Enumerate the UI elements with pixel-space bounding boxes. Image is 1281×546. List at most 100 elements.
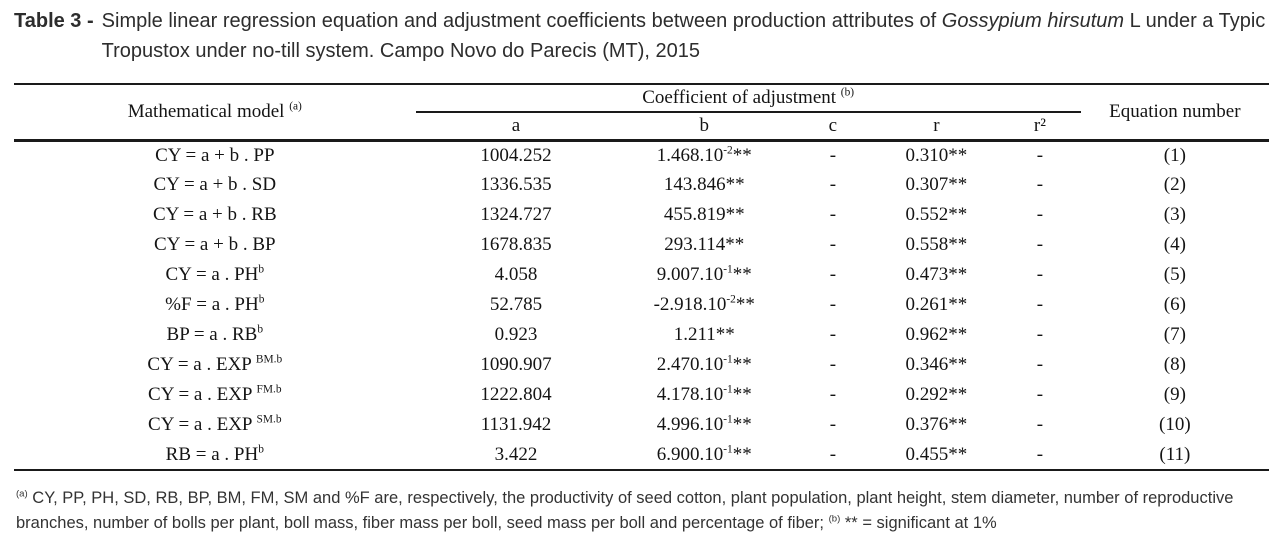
coef-b-text: 2.470.10	[656, 354, 724, 375]
model-cell: %F = a . PHb	[14, 290, 416, 320]
subheader-a: a	[511, 114, 521, 136]
model-cell: BP = a . RBb	[14, 320, 416, 350]
coef-r2-cell: -	[1036, 443, 1044, 465]
coef-r2-cell: -	[1036, 354, 1044, 375]
regression-table: Mathematical model (a) Coefficient of ad…	[14, 83, 1269, 471]
coef-r-cell: 0.962**	[905, 324, 968, 345]
coef-b-cell: 455.819**	[616, 200, 792, 230]
model-text: CY = a + b . BP	[154, 234, 276, 255]
table-body: CY = a + b . PP 1004.252 1.468.10-2** - …	[14, 140, 1269, 470]
coef-b-significance: **	[725, 204, 745, 225]
caption-text-start: Simple linear regression equation and ad…	[101, 10, 942, 32]
model-sup: SM.b	[256, 413, 282, 426]
table-caption-label: Table 3 -	[14, 10, 94, 32]
table-caption-text: Simple linear regression equation and ad…	[102, 6, 1269, 66]
coef-a-cell: 4.058	[494, 264, 538, 285]
header-group-footnote-marker: (b)	[840, 86, 855, 99]
coef-b-cell: 293.114**	[616, 230, 792, 260]
coef-r-cell: 0.473**	[905, 264, 968, 285]
model-sup: b	[258, 293, 265, 306]
table-row: CY = a + b . PP 1004.252 1.468.10-2** - …	[14, 140, 1269, 170]
coef-b-significance: **	[732, 144, 752, 166]
header-coefficient-group: Coefficient of adjustment (b)	[415, 84, 1081, 113]
coef-c-cell: -	[829, 174, 837, 195]
coef-b-significance: **	[725, 234, 745, 255]
table-row: RB = a . PHb 3.422 6.900.10-1** - 0.455*…	[14, 440, 1269, 470]
coef-a-cell: 1336.535	[480, 174, 552, 195]
table-header: Mathematical model (a) Coefficient of ad…	[14, 84, 1269, 140]
coef-r-cell: 0.261**	[905, 294, 968, 315]
equation-number-cell: (5)	[1163, 264, 1186, 285]
coef-b-exponent: -1	[723, 413, 733, 426]
equation-number-cell: (10)	[1159, 414, 1191, 435]
equation-number-cell: (7)	[1163, 324, 1186, 345]
coef-a-cell: 1222.804	[480, 384, 552, 405]
coef-r-cell: 0.376**	[905, 414, 968, 435]
equation-number-cell: (9)	[1163, 384, 1186, 405]
caption-species-italic: Gossypium hirsutum	[941, 10, 1125, 32]
table-row: CY = a . PHb 4.058 9.007.10-1** - 0.473*…	[14, 260, 1269, 290]
footnote-marker-a: (a)	[16, 488, 28, 500]
equation-number-cell: (3)	[1163, 204, 1186, 225]
coef-a-cell: 1324.727	[480, 204, 552, 225]
coef-r2-cell: -	[1036, 174, 1044, 195]
model-text: CY = a + b . RB	[152, 204, 277, 225]
model-cell: CY = a + b . RB	[14, 200, 416, 230]
coef-b-text: 6.900.10	[656, 443, 724, 465]
model-text: CY = a . EXP	[147, 354, 256, 375]
model-text: %F = a . PH	[165, 294, 259, 315]
coef-c-cell: -	[829, 354, 837, 375]
coef-r-cell: 0.558**	[905, 234, 968, 255]
coef-r-cell: 0.307**	[905, 174, 968, 195]
header-mathematical-model: Mathematical model (a)	[14, 84, 416, 140]
footnote-text-a: CY, PP, PH, SD, RB, BP, BM, FM, SM and %…	[16, 489, 1234, 532]
coef-c-cell: -	[829, 204, 837, 225]
model-cell: CY = a + b . SD	[14, 170, 416, 200]
coef-b-cell: 1.211**	[616, 320, 792, 350]
table-row: CY = a + b . BP 1678.835 293.114** - 0.5…	[14, 230, 1269, 260]
table-row: CY = a + b . RB 1324.727 455.819** - 0.5…	[14, 200, 1269, 230]
model-cell: CY = a . PHb	[14, 260, 416, 290]
coef-a-cell: 1004.252	[480, 144, 552, 166]
coef-r2-cell: -	[1036, 294, 1044, 315]
header-model-footnote-marker: (a)	[289, 100, 302, 113]
coef-c-cell: -	[829, 144, 837, 166]
model-sup: b	[258, 263, 265, 276]
coef-b-text: -2.918.10	[653, 294, 727, 315]
coef-r2-cell: -	[1036, 204, 1044, 225]
coef-r2-cell: -	[1036, 384, 1044, 405]
coef-b-cell: -2.918.10-2**	[616, 290, 792, 320]
header-equation-number: Equation number	[1109, 100, 1241, 122]
table-row: CY = a . EXP BM.b 1090.907 2.470.10-1** …	[14, 350, 1269, 380]
coef-b-cell: 1.468.10-2**	[616, 140, 792, 170]
coef-b-text: 293.114	[664, 234, 726, 255]
model-cell: CY = a + b . PP	[14, 140, 416, 170]
coef-b-text: 4.996.10	[656, 414, 724, 435]
coef-b-significance: **	[732, 414, 752, 435]
coef-r-cell: 0.346**	[905, 354, 968, 375]
coef-b-cell: 9.007.10-1**	[616, 260, 792, 290]
coef-c-cell: -	[829, 443, 837, 465]
coef-c-cell: -	[829, 414, 837, 435]
model-text: RB = a . PH	[165, 443, 259, 465]
coef-b-text: 1.211	[673, 324, 716, 345]
footnote-marker-b: (b)	[828, 513, 841, 525]
equation-number-cell: (8)	[1163, 354, 1186, 375]
equation-number-cell: (1)	[1163, 144, 1186, 166]
coef-r2-cell: -	[1036, 234, 1044, 255]
coef-b-exponent: -2	[726, 293, 736, 306]
model-cell: RB = a . PHb	[14, 440, 416, 470]
coef-b-exponent: -1	[723, 383, 733, 396]
coef-a-cell: 1131.942	[480, 414, 552, 435]
table-row: CY = a . EXP SM.b 1131.942 4.996.10-1** …	[14, 410, 1269, 440]
equation-number-cell: (6)	[1163, 294, 1186, 315]
model-text: CY = a . EXP	[148, 384, 257, 405]
coef-r-cell: 0.455**	[905, 443, 968, 465]
coef-c-cell: -	[829, 324, 837, 345]
equation-number-cell: (11)	[1159, 443, 1191, 465]
model-text: BP = a . RB	[166, 324, 258, 345]
model-text: CY = a . EXP	[148, 414, 257, 435]
table-footnote: (a) CY, PP, PH, SD, RB, BP, BM, FM, SM a…	[16, 486, 1267, 536]
coef-b-text: 1.468.10	[656, 144, 724, 166]
